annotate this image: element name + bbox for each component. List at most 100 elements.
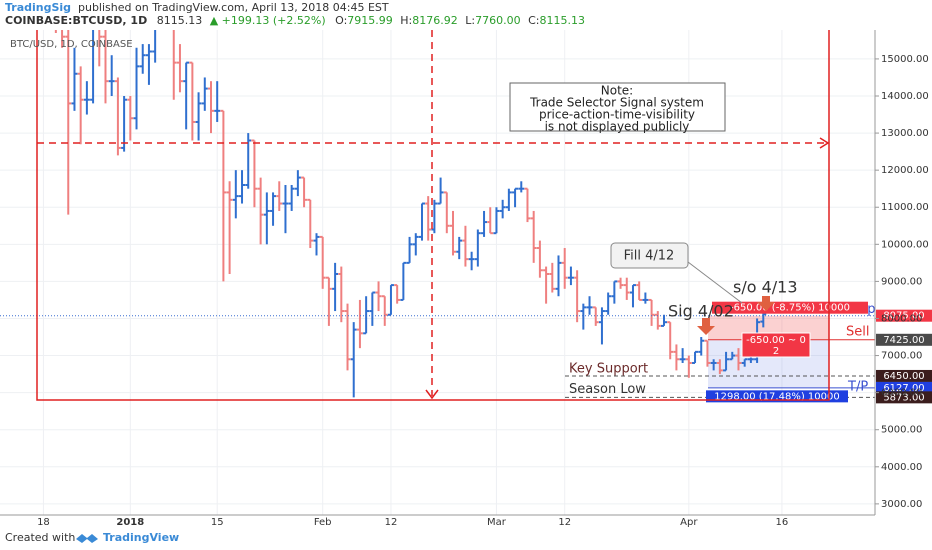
- ohlc-bar: [176, 44, 183, 93]
- x-tick-label: 15: [211, 517, 224, 528]
- key-support-label: Key Support: [569, 361, 648, 376]
- ohlc-bar: [400, 261, 407, 301]
- bars: [54, 30, 767, 398]
- o-label: O:: [335, 14, 347, 27]
- price-label-bg: [876, 333, 932, 346]
- ohlc-bar: [338, 266, 345, 323]
- ohlc-bar: [375, 281, 382, 312]
- ohlc-bar: [555, 255, 562, 297]
- y-tick-label: 12000.00: [881, 165, 929, 176]
- tv-logo: [76, 534, 98, 543]
- so-arrow: [757, 296, 775, 311]
- ohlc-bar: [288, 184, 295, 211]
- ohlc-bar: [189, 61, 196, 141]
- author[interactable]: TradingSig: [5, 1, 71, 14]
- ohlc-bar: [642, 292, 649, 304]
- x-tick-label: 16: [776, 517, 789, 528]
- ohlc-bar: [263, 192, 270, 245]
- price-label-bg: [876, 381, 932, 394]
- pnl-bg: [741, 332, 811, 358]
- x-tick-label: 12: [558, 517, 571, 528]
- ohlc-bar: [257, 177, 264, 245]
- sig-arrow: [697, 318, 715, 335]
- tp-label: T/P: [847, 379, 868, 394]
- fill-callout: [610, 242, 689, 269]
- ohlc-bar: [518, 181, 525, 193]
- ohlc-bar: [145, 44, 152, 85]
- ohlc-bar: [344, 303, 351, 371]
- ohlc-bar: [623, 277, 630, 300]
- ohlc-bar: [698, 337, 705, 356]
- ohlc-bar: [406, 236, 413, 264]
- ohlc-bar: [723, 351, 730, 372]
- ohlc-bar: [611, 280, 618, 304]
- published: published on TradingView.com, April 13, …: [78, 1, 389, 14]
- ohlc-bar: [586, 296, 593, 315]
- y-tick-label: 15000.00: [881, 54, 929, 65]
- ohlc-bar: [239, 170, 246, 204]
- ohlc-bar: [270, 192, 277, 226]
- price-label-bg: [876, 369, 932, 382]
- note-line: price-action-time-visibility: [539, 108, 695, 122]
- footer-bg: [0, 530, 932, 550]
- ohlc-bar: [636, 281, 643, 301]
- ohlc-bar: [325, 276, 332, 326]
- symbol-line: COINBASE:BTCUSD, 1D 8115.13 ▲ +199.13 (+…: [5, 14, 585, 27]
- ohlc-bar: [214, 81, 221, 122]
- legend: BTC/USD, 1D, COINBASE: [10, 39, 133, 50]
- fill-label: Fill 4/12: [624, 249, 675, 264]
- h-label: H:: [400, 14, 412, 27]
- ohlc-bar: [561, 248, 568, 289]
- ohlc-bar: [580, 303, 587, 330]
- price-label: 5873.00: [883, 392, 924, 403]
- price-label-bg: [876, 309, 932, 322]
- ohlc-bar: [282, 184, 289, 234]
- ohlc-bar: [629, 284, 636, 308]
- ohlc-bar: [90, 30, 95, 104]
- ohlc-bar: [301, 176, 308, 208]
- ohlc-bar: [493, 207, 500, 235]
- y-tick-label: 10000.00: [881, 239, 929, 250]
- ohlc-bar: [313, 233, 320, 256]
- ohlc-bar: [661, 314, 668, 327]
- price-label: 7425.00: [883, 335, 924, 346]
- brand[interactable]: TradingView: [103, 531, 179, 544]
- ohlc-bar: [450, 210, 457, 256]
- l-label: L:: [465, 14, 475, 27]
- ohlc-bar: [598, 307, 605, 345]
- ohlc-bar: [617, 277, 624, 289]
- ohlc-bar: [71, 47, 78, 111]
- note-line: Trade Selector Signal system: [529, 96, 704, 110]
- note-box: [509, 82, 726, 132]
- ohlc-bar: [760, 311, 767, 328]
- ohlc-bar: [431, 199, 438, 234]
- header-bg: [0, 0, 932, 30]
- price-label: 8075.00: [883, 311, 924, 322]
- ohlc-bar: [133, 47, 140, 130]
- ohlc-bar: [685, 355, 692, 378]
- callout-pointer: [687, 261, 743, 304]
- ohlc-bar: [152, 30, 157, 63]
- y-tick-label: 7000.00: [881, 351, 922, 362]
- ohlc-bar: [418, 202, 425, 241]
- ohlc-bar: [61, 30, 66, 48]
- so-label: s/o 4/13: [733, 278, 798, 297]
- ohlc-bar: [505, 188, 512, 211]
- ohlc-bar: [648, 298, 655, 326]
- ohlc-bar: [201, 77, 208, 111]
- y-tick-label: 8000.00: [881, 313, 922, 324]
- ohlc-bar: [729, 351, 736, 361]
- ohlc-bar: [77, 66, 84, 145]
- note: Note:Trade Selector Signal systemprice-a…: [529, 84, 704, 134]
- y-tick-label: 9000.00: [881, 276, 922, 287]
- ohlc-bar: [319, 235, 326, 289]
- ohlc-bar: [605, 292, 612, 315]
- qty-label: 2: [773, 346, 779, 357]
- ohlc-bar: [543, 266, 550, 304]
- ohlc-bar: [704, 339, 711, 367]
- ohlc-bar: [381, 295, 388, 326]
- y-tick-label: 6000.00: [881, 388, 922, 399]
- ohlc-bar: [65, 30, 72, 215]
- y-tick-label: 14000.00: [881, 91, 929, 102]
- ohlc-bar: [437, 177, 444, 205]
